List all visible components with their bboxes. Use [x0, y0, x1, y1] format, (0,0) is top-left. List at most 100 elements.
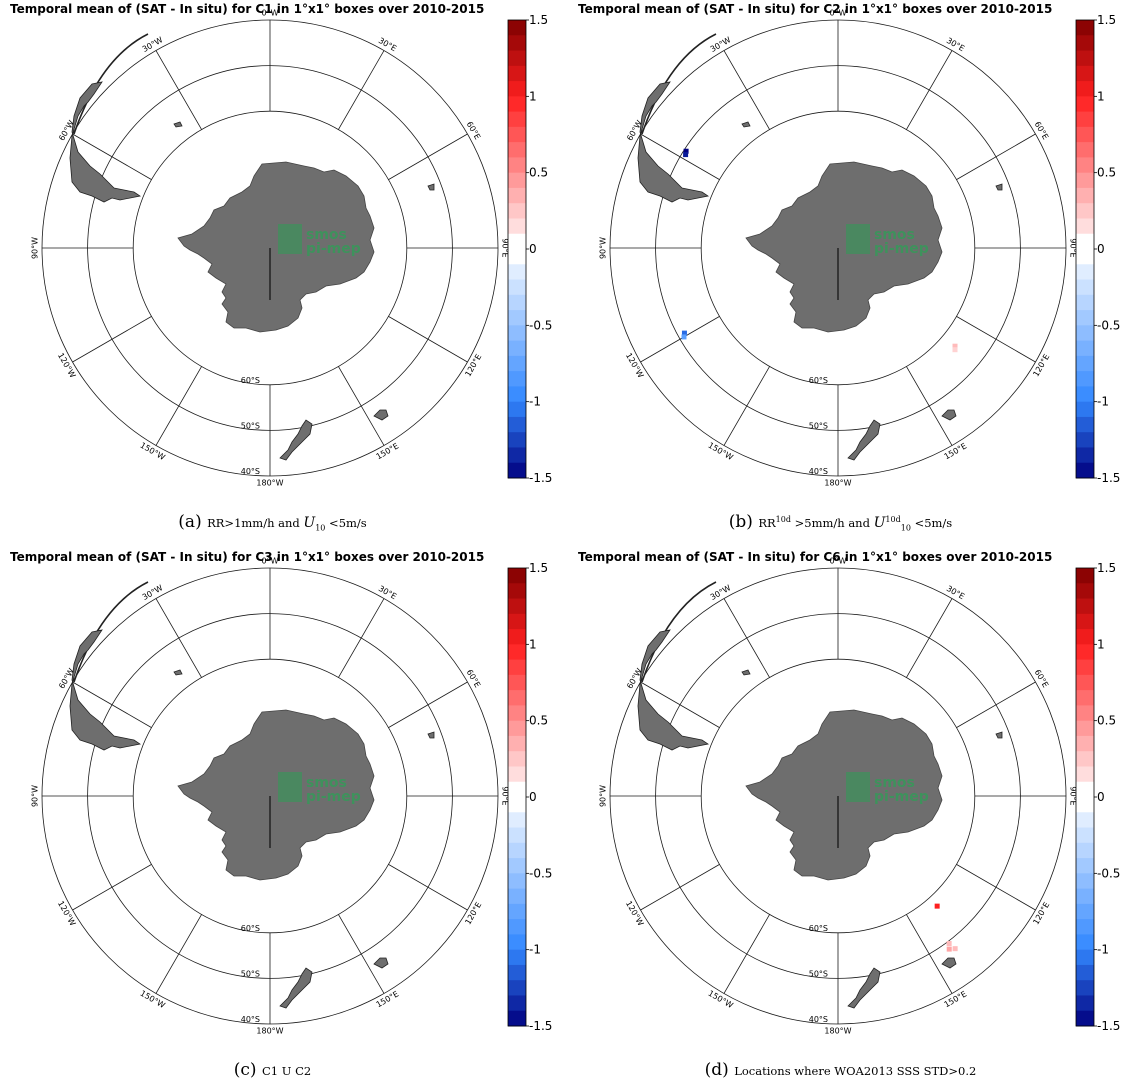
antarctica-landmass — [177, 709, 375, 881]
colorbar-tick-label: 0.5 — [1097, 166, 1116, 180]
caption-text: Locations where WOA2013 SSS STD>0.2 — [734, 1064, 977, 1078]
meridian-line — [956, 133, 1036, 180]
south-america-landmass — [69, 629, 142, 751]
new-zealand-landmass — [847, 967, 881, 1009]
kerguelen-landmass — [427, 731, 435, 739]
latitude-label: 50°S — [241, 421, 260, 430]
meridian-line — [906, 366, 953, 446]
colorbar-segment — [1076, 964, 1094, 981]
meridian-line — [338, 914, 385, 994]
meridian-line — [723, 50, 770, 130]
meridian-line — [906, 914, 953, 994]
colorbar-segment — [508, 249, 526, 265]
map-panel-2: smos pi-mep 0°W 30°E 60°E 90°E 120°E 150°E 180°W… — [568, 0, 1127, 544]
colorbar-segment — [1076, 674, 1094, 691]
meridian-line — [640, 133, 720, 180]
colorbar-segment — [1076, 644, 1094, 661]
colorbar-segment — [1076, 751, 1094, 767]
caption-text: C1 U C2 — [261, 1064, 312, 1078]
colorbar-segment — [1076, 827, 1094, 844]
kerguelen-landmass — [995, 183, 1003, 191]
panel-caption: (b) RR10d >5mm/h and U10d10 <5m/s — [568, 512, 1113, 532]
caption-text: U — [303, 515, 316, 531]
colorbar-segment — [508, 126, 526, 143]
colorbar-segment — [508, 797, 526, 813]
longitude-label: 30°W — [709, 35, 733, 54]
colorbar-segment — [1076, 447, 1094, 464]
longitude-label: 120°E — [1031, 353, 1051, 379]
colorbar-segment — [508, 233, 526, 250]
meridian-line — [723, 598, 770, 678]
colorbar-segment — [508, 949, 526, 966]
watermark-line2: pi-mep — [874, 241, 929, 257]
colorbar-segment — [1076, 96, 1094, 113]
meridian-line — [388, 316, 468, 363]
colorbar-segment — [508, 766, 526, 783]
colorbar-segment — [1076, 432, 1094, 448]
colorbar-segment — [508, 888, 526, 905]
colorbar-segment — [508, 659, 526, 676]
colorbar-tick-label: -1 — [529, 395, 541, 409]
colorbar-tick-label: -1.5 — [1097, 1019, 1120, 1033]
longitude-label: 150°E — [375, 441, 401, 461]
latitude-label: 60°S — [241, 376, 260, 385]
caption-text: 10 — [900, 523, 911, 533]
kerguelen-landmass — [427, 183, 435, 191]
meridian-line — [338, 598, 385, 678]
longitude-label: 30°E — [945, 584, 966, 601]
colorbar-segment — [1076, 157, 1094, 174]
colorbar-segment — [508, 111, 526, 128]
colorbar-segment — [1076, 81, 1094, 97]
caption-text: 10 — [315, 523, 326, 533]
colorbar-segment — [1076, 598, 1094, 615]
latitude-label: 40°S — [809, 467, 828, 476]
colorbar-segment — [508, 812, 526, 829]
colorbar-segment — [508, 842, 526, 859]
colorbar-segment — [508, 1010, 526, 1027]
colorbar-tick-label: 1.5 — [1097, 561, 1116, 575]
meridian-line — [155, 598, 202, 678]
colorbar-tick-label: 0 — [529, 242, 537, 256]
colorbar-segment — [508, 827, 526, 844]
colorbar-segment — [508, 218, 526, 235]
map-panel-4: smos pi-mep 0°W 30°E 60°E 90°E 120°E 150°E 180°W… — [568, 548, 1127, 1092]
colorbar-segment — [508, 35, 526, 52]
colorbar-segment — [1076, 949, 1094, 966]
longitude-label: 180°W — [256, 478, 283, 487]
colorbar-segment — [508, 447, 526, 464]
colorbar-segment — [508, 279, 526, 296]
caption-text: U — [873, 515, 886, 531]
colorbar-segment — [508, 903, 526, 920]
meridian-line — [640, 681, 720, 728]
south-america-landmass — [637, 629, 710, 751]
colorbar-tick-label: -0.5 — [529, 866, 552, 880]
south-america-landmass — [69, 81, 142, 203]
colorbar-segment — [1076, 583, 1094, 600]
colorbar-segment — [508, 325, 526, 342]
colorbar-segment — [1076, 797, 1094, 813]
colorbar-segment — [508, 20, 526, 36]
colorbar-tick-label: 0 — [1097, 242, 1105, 256]
colorbar-segment — [1076, 142, 1094, 158]
colorbar-segment — [1076, 35, 1094, 52]
longitude-label: 150°E — [375, 989, 401, 1009]
colorbar-segment — [508, 142, 526, 158]
colorbar-segment — [1076, 249, 1094, 265]
colorbar-segment — [508, 980, 526, 996]
colorbar-segment — [508, 172, 526, 189]
colorbar-segment — [508, 401, 526, 418]
colorbar-segment — [508, 858, 526, 874]
colorbar-tick-label: 0 — [529, 790, 537, 804]
south-america-landmass — [637, 81, 710, 203]
longitude-label: 150°E — [943, 441, 969, 461]
latitude-label: 40°S — [809, 1015, 828, 1024]
colorbar-segment — [1076, 766, 1094, 783]
colorbar-segment — [1076, 203, 1094, 219]
colorbar-segment — [508, 568, 526, 584]
colorbar: 1.5 1 0.5 0 -0.5 -1 -1.5 — [1075, 561, 1120, 1033]
colorbar-segment — [1076, 20, 1094, 36]
colorbar-segment — [1076, 126, 1094, 143]
latitude-label: 50°S — [809, 969, 828, 978]
data-point — [952, 343, 958, 349]
